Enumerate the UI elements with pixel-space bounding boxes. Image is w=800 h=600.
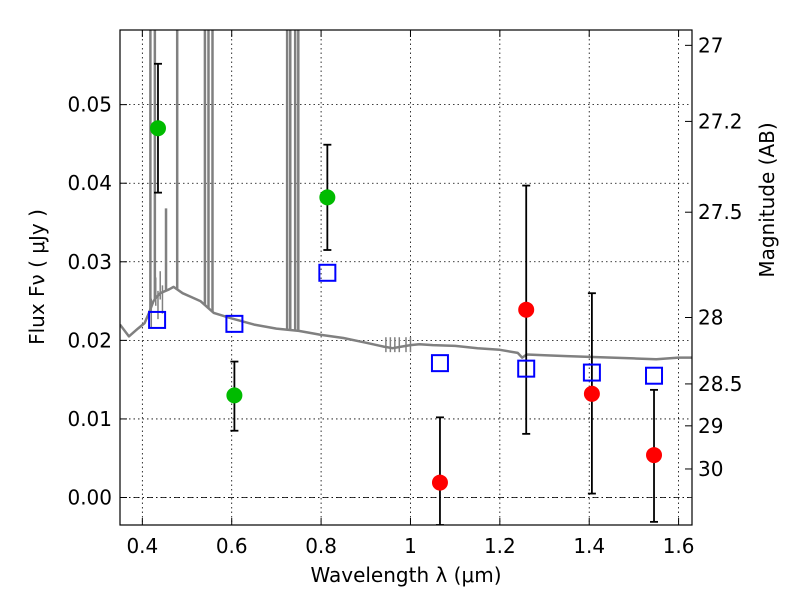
- x-tick-label: 1.2: [484, 534, 516, 558]
- y-tick-label: 0.00: [67, 486, 112, 510]
- model-photometry-box: [318, 263, 337, 282]
- green-data-point: [226, 387, 243, 404]
- right-tick-label: 28: [698, 305, 723, 329]
- x-tick-label: 0.4: [126, 534, 158, 558]
- right-tick-label: 27: [698, 33, 723, 57]
- y-tick-label: 0.03: [67, 250, 112, 274]
- y-tick-label: 0.05: [67, 93, 112, 117]
- x-tick-label: 1.6: [663, 534, 695, 558]
- sed-continuum-line: [120, 285, 692, 361]
- x-axis-label: Wavelength λ (μm): [310, 563, 501, 587]
- model-photometry-box: [225, 314, 244, 333]
- red-data-point: [646, 447, 663, 464]
- right-tick-label: 28.5: [698, 372, 743, 396]
- model-photometry-box: [645, 366, 664, 385]
- data-markers: [148, 120, 664, 491]
- right-axis-label: Magnitude (AB): [755, 122, 779, 277]
- green-data-point: [149, 120, 166, 137]
- axis-ticks: [120, 30, 692, 525]
- y-axis-label: Flux Fν ( μJy ): [25, 209, 49, 345]
- right-tick-label: 29: [698, 414, 723, 438]
- grid-lines: [120, 30, 692, 525]
- right-tick-label: 30: [698, 457, 723, 481]
- model-photometry-box: [430, 354, 449, 373]
- y-tick-label: 0.02: [67, 328, 112, 352]
- y-tick-label: 0.04: [67, 171, 112, 195]
- x-tick-label: 1.4: [573, 534, 605, 558]
- model-photometry-box: [582, 363, 601, 382]
- right-tick-labels: 27 27.2 27.5 28 28.5 29 30: [698, 33, 743, 481]
- x-tick-label: 0.6: [216, 534, 248, 558]
- x-tick-label: 0.8: [305, 534, 337, 558]
- red-data-point: [431, 474, 448, 491]
- model-photometry-box: [517, 359, 536, 378]
- green-data-point: [319, 189, 336, 206]
- right-tick-label: 27.2: [698, 109, 743, 133]
- x-tick-labels: 0.4 0.6 0.8 1 1.2 1.4 1.6: [126, 534, 694, 558]
- y-tick-label: 0.01: [67, 407, 112, 431]
- right-tick-label: 27.5: [698, 200, 743, 224]
- x-tick-label: 1: [404, 534, 417, 558]
- y-tick-labels: 0.00 0.01 0.02 0.03 0.04 0.05: [67, 93, 112, 510]
- red-data-point: [583, 385, 600, 402]
- red-data-point: [518, 301, 535, 318]
- model-photometry-box: [148, 310, 167, 329]
- plot-frame: [119, 29, 693, 526]
- error-bars: [153, 62, 659, 525]
- sed-model-curve: [120, 30, 692, 361]
